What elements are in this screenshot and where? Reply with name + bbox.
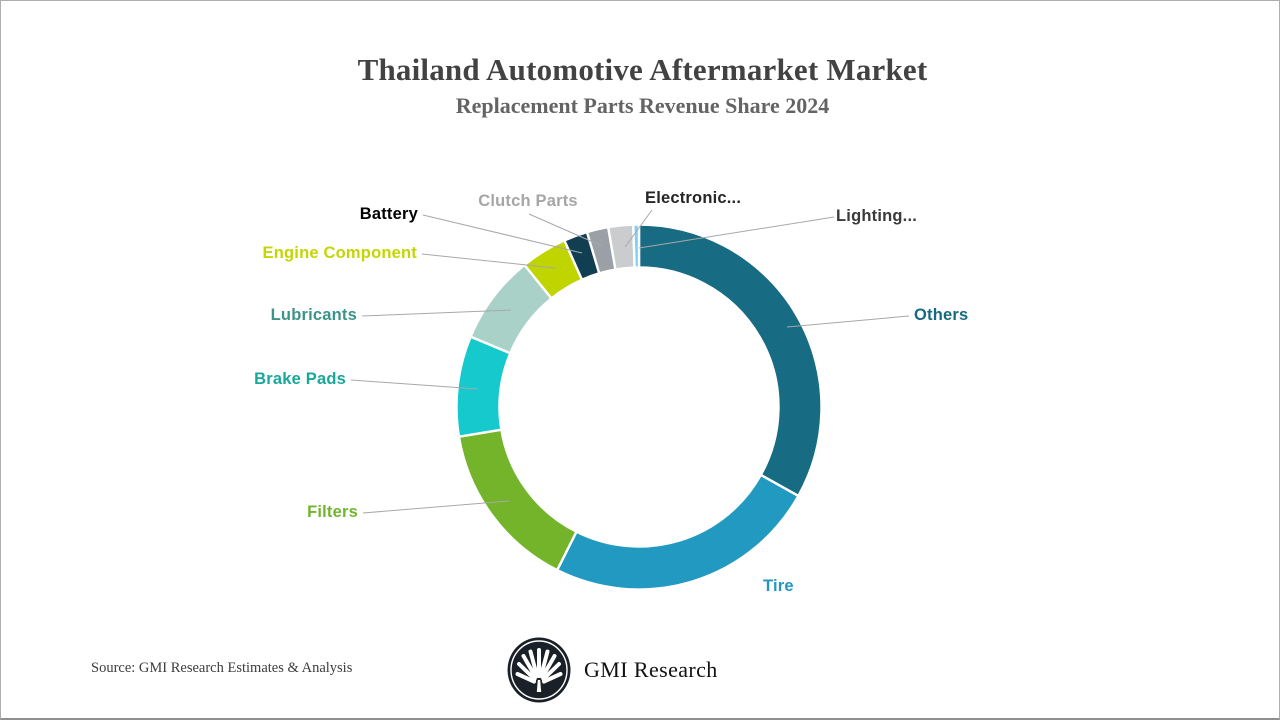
leader-line-others bbox=[786, 315, 910, 328]
segment-label-battery: Battery bbox=[359, 205, 418, 223]
leader-line-battery bbox=[422, 214, 583, 254]
segment-label-filters: Filters bbox=[307, 503, 358, 521]
leader-line-filters bbox=[362, 500, 510, 514]
segment-label-clutch-parts: Clutch Parts bbox=[478, 192, 578, 210]
leader-line-electronic bbox=[624, 209, 653, 248]
segment-label-others: Others bbox=[914, 306, 969, 324]
segment-label-electronic: Electronic... bbox=[645, 189, 742, 207]
segment-others bbox=[637, 223, 823, 498]
segment-label-lubricants: Lubricants bbox=[270, 306, 357, 324]
segment-filters bbox=[457, 428, 578, 572]
palmetto-fan-icon bbox=[515, 648, 563, 684]
leader-line-lubricants bbox=[361, 309, 512, 317]
source-note: Source: GMI Research Estimates & Analysi… bbox=[91, 660, 353, 676]
segment-label-engine-component: Engine Component bbox=[262, 244, 417, 262]
segment-label-brake-pads: Brake Pads bbox=[254, 370, 346, 388]
gmi-logo-icon bbox=[507, 637, 571, 703]
chart-title: Thailand Automotive Aftermarket Market bbox=[357, 52, 928, 87]
leader-line-engine-component bbox=[421, 253, 556, 269]
title-block: Thailand Automotive Aftermarket Market R… bbox=[6, 53, 1279, 118]
brand-block: GMI Research bbox=[506, 636, 718, 704]
segment-lighting bbox=[632, 223, 641, 269]
brand-name: GMI Research bbox=[584, 657, 718, 682]
leader-line-clutch-parts bbox=[528, 213, 603, 247]
chart-subtitle: Replacement Parts Revenue Share 2024 bbox=[455, 93, 830, 118]
segment-label-tire: Tire bbox=[763, 577, 794, 595]
segment-tire bbox=[555, 473, 800, 591]
segment-label-lighting: Lighting... bbox=[836, 207, 918, 225]
leader-line-lighting bbox=[638, 216, 835, 249]
leader-line-brake-pads bbox=[350, 379, 479, 390]
segment-brake-pads bbox=[455, 335, 512, 438]
